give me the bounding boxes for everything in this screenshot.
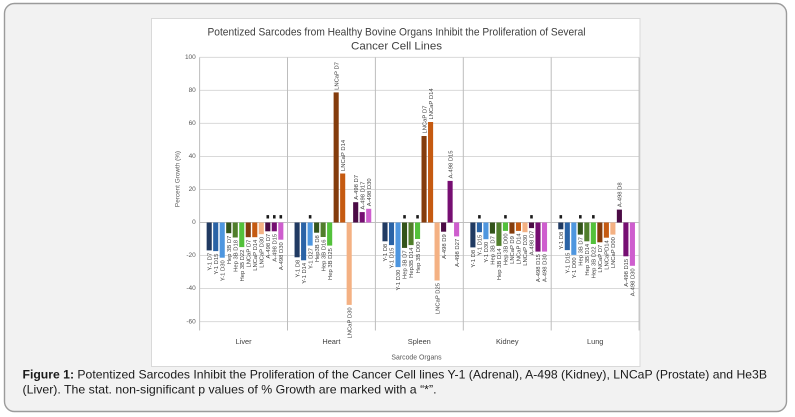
svg-text:A-498 D7: A-498 D7 (354, 175, 360, 200)
svg-text:Y-1 D8: Y-1 D8 (471, 250, 477, 268)
svg-text:Hep 3B D7: Hep 3B D7 (403, 250, 409, 279)
svg-text:Heart: Heart (322, 337, 340, 346)
svg-text:LNCaP D00: LNCaP D00 (611, 236, 617, 268)
svg-text:A-498 D15: A-498 D15 (624, 259, 630, 287)
svg-text:Hep3B D14: Hep3B D14 (409, 247, 415, 278)
svg-text:A-498 D27: A-498 D27 (455, 239, 461, 267)
svg-text:Y-1 D15: Y-1 D15 (390, 248, 396, 269)
svg-text:40: 40 (189, 153, 197, 160)
svg-text:Hep 3B D16: Hep 3B D16 (321, 240, 327, 272)
svg-text:A-498 D30: A-498 D30 (543, 253, 549, 282)
svg-text:Y-1 D8: Y-1 D8 (559, 232, 565, 250)
svg-text:100: 100 (185, 54, 196, 61)
svg-text:Y-1 D00: Y-1 D00 (572, 257, 578, 279)
svg-text:LNCaP D7: LNCaP D7 (246, 240, 252, 268)
svg-text:Hep 3B D7: Hep 3B D7 (579, 237, 585, 266)
svg-text:A-498 D7: A-498 D7 (266, 234, 272, 259)
svg-text:80: 80 (189, 87, 197, 94)
svg-text:-20: -20 (186, 252, 196, 259)
svg-text:Hep 3B D7: Hep 3B D7 (491, 236, 497, 265)
svg-text:A-498 D15: A-498 D15 (448, 150, 454, 178)
svg-text:Hep 3B D25: Hep 3B D25 (328, 248, 334, 280)
svg-text:LNCaP D30: LNCaP D30 (347, 307, 353, 339)
svg-text:-60: -60 (186, 318, 196, 325)
svg-text:Y-1 D14: Y-1 D14 (302, 262, 308, 284)
svg-text:LNCaP D7: LNCaP D7 (422, 106, 428, 134)
svg-text:LNCaP D25: LNCaP D25 (435, 283, 441, 314)
svg-text:Hep3B D8: Hep3B D8 (315, 235, 321, 262)
svg-text:LNCaPD14: LNCaPD14 (605, 239, 611, 269)
svg-text:LNCaP D14: LNCaP D14 (429, 88, 435, 120)
svg-text:A-498 D15: A-498 D15 (273, 234, 279, 262)
svg-text:A-498 D7: A-498 D7 (530, 231, 536, 256)
svg-text:LNCaP D7: LNCaP D7 (334, 62, 340, 90)
svg-text:LNCaP D14: LNCaP D14 (253, 239, 259, 271)
svg-text:Y-1 D15: Y-1 D15 (214, 254, 220, 275)
svg-text:Spleen: Spleen (408, 337, 431, 346)
svg-text:LNCaP D14: LNCaP D14 (517, 233, 523, 265)
svg-text:0: 0 (192, 219, 196, 226)
svg-text:Hep 3B D18: Hep 3B D18 (233, 240, 239, 272)
svg-text:(Liver). The stat. non-signifi: (Liver). The stat. non-significant p val… (23, 384, 437, 397)
svg-text:Y-1 D15: Y-1 D15 (478, 235, 484, 256)
svg-text:Hep 3B D14: Hep 3B D14 (585, 243, 591, 276)
svg-text:A-498 D8: A-498 D8 (618, 182, 624, 207)
svg-text:Hep 3B D22: Hep 3B D22 (592, 247, 598, 279)
svg-text:Hep 3B D00: Hep 3B D00 (504, 233, 510, 266)
svg-text:Y-1 D27: Y-1 D27 (308, 248, 314, 269)
svg-text:Y-1 D30: Y-1 D30 (396, 269, 402, 291)
svg-text:Y-1 D30: Y-1 D30 (484, 241, 490, 263)
svg-text:LNCaP D7: LNCaP D7 (598, 245, 604, 273)
svg-text:Hep 3B D00: Hep 3B D00 (416, 241, 422, 274)
svg-text:Y-1 D7: Y-1 D7 (207, 253, 213, 271)
svg-text:Cancer Cell Lines: Cancer Cell Lines (351, 41, 442, 53)
svg-text:Hep 3B D22: Hep 3B D22 (240, 250, 246, 282)
svg-text:A-498 D30: A-498 D30 (367, 178, 373, 207)
svg-text:Kidney: Kidney (496, 337, 519, 346)
svg-text:A-498 D30: A-498 D30 (279, 241, 285, 270)
svg-text:LNCaP D9: LNCaP D9 (510, 236, 516, 264)
svg-text:Hep 3B D14: Hep 3B D14 (497, 248, 503, 281)
svg-text:A-498 D30: A-498 D30 (631, 268, 637, 297)
svg-text:LNCaP D30: LNCaP D30 (259, 236, 265, 268)
svg-text:Y-1 D30: Y-1 D30 (220, 259, 226, 281)
svg-text:60: 60 (189, 120, 197, 127)
svg-text:Y-1 D15: Y-1 D15 (566, 253, 572, 274)
svg-text:Y-1 D8: Y-1 D8 (383, 244, 389, 262)
svg-text:20: 20 (189, 186, 197, 193)
svg-text:Percent Growth (%): Percent Growth (%) (175, 151, 182, 207)
svg-text:A-498 D9: A-498 D9 (442, 234, 448, 259)
svg-text:Y-1 D8: Y-1 D8 (295, 260, 301, 278)
svg-text:LNCaP D30: LNCaP D30 (523, 234, 529, 266)
svg-text:Lung: Lung (587, 337, 603, 346)
svg-text:A-498 D15: A-498 D15 (536, 254, 542, 282)
svg-text:Liver: Liver (236, 337, 253, 346)
svg-text:Potentized Sarcodes from Healt: Potentized Sarcodes from Healthy Bovine … (208, 27, 586, 39)
svg-text:Hep 3B D7: Hep 3B D7 (227, 236, 233, 265)
svg-text:-40: -40 (186, 285, 196, 292)
svg-text:A-498 D17: A-498 D17 (360, 182, 366, 210)
svg-text:Figure 1: Potentized Sarcodes: Figure 1: Potentized Sarcodes Inhibit th… (23, 369, 768, 382)
svg-text:Sarcode Organs: Sarcode Organs (391, 354, 442, 361)
svg-text:LNCaP D14: LNCaP D14 (341, 139, 347, 171)
